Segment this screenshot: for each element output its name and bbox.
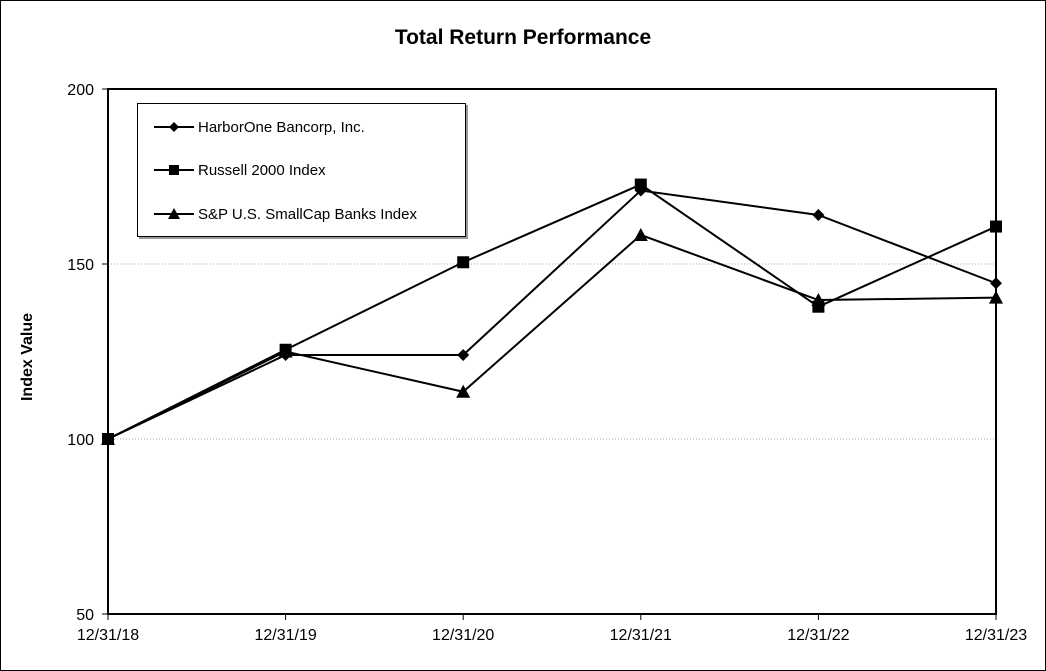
data-point-diamond <box>812 209 825 221</box>
series-line-1 <box>107 183 997 440</box>
data-point-triangle <box>278 344 293 358</box>
legend-item-harborone: HarborOne Bancorp, Inc. <box>154 117 365 137</box>
square-marker-icon <box>154 165 194 175</box>
x-tick-label: 12/31/21 <box>610 627 672 644</box>
x-tick-label: 12/31/19 <box>254 627 316 644</box>
x-tick-label: 12/31/22 <box>787 627 849 644</box>
legend-label: S&P U.S. SmallCap Banks Index <box>198 205 417 223</box>
y-tick-label: 200 <box>67 82 94 99</box>
series-line-2 <box>107 233 997 440</box>
data-point-triangle <box>811 293 826 307</box>
y-tick-label: 100 <box>67 432 94 449</box>
data-point-diamond <box>457 349 470 361</box>
legend: HarborOne Bancorp, Inc. Russell 2000 Ind… <box>137 103 466 237</box>
legend-item-sp-banks: S&P U.S. SmallCap Banks Index <box>154 204 417 224</box>
x-tick-label: 12/31/18 <box>77 627 139 644</box>
data-point-diamond <box>990 277 1002 290</box>
legend-label: HarborOne Bancorp, Inc. <box>198 118 365 136</box>
x-tick-label: 12/31/20 <box>432 627 494 644</box>
legend-label: Russell 2000 Index <box>198 161 326 179</box>
y-tick-label: 50 <box>76 607 94 624</box>
data-point-triangle <box>456 384 471 398</box>
data-point-square <box>990 220 1002 233</box>
chart-title: Total Return Performance <box>394 26 652 49</box>
series-line-0 <box>107 189 997 440</box>
data-point-triangle <box>989 290 1003 304</box>
x-tick-label: 12/31/23 <box>965 627 1027 644</box>
triangle-marker-icon <box>154 208 194 219</box>
data-point-triangle <box>101 432 115 445</box>
legend-item-russell: Russell 2000 Index <box>154 160 326 180</box>
data-point-square <box>634 178 647 191</box>
diamond-marker-icon <box>154 122 194 132</box>
plot-border <box>107 88 997 615</box>
y-tick-label: 150 <box>67 257 94 274</box>
data-point-square <box>457 256 470 269</box>
data-point-triangle <box>633 227 648 241</box>
